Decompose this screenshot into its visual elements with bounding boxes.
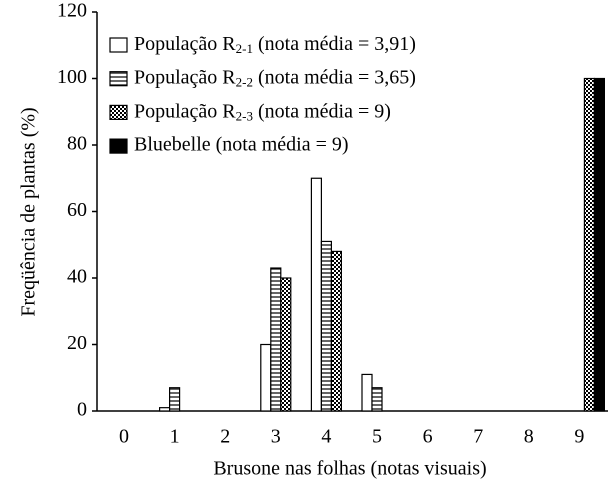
x-tick-label: 0 [119, 426, 129, 448]
bar [330, 250, 342, 412]
x-tick-label: 2 [220, 426, 230, 448]
bar [270, 267, 282, 412]
bar [593, 77, 606, 412]
bar [583, 77, 596, 412]
y-tick-label: 80 [67, 133, 87, 155]
x-tick-label: 4 [321, 426, 331, 448]
bar [371, 387, 383, 412]
x-tick-label: 6 [423, 426, 433, 448]
y-tick-label: 20 [67, 332, 87, 354]
legend-label: População R2-1 (nota média = 3,91) [134, 33, 416, 56]
y-tick-label: 120 [57, 0, 87, 22]
bar [280, 277, 292, 412]
x-tick-label: 8 [524, 426, 534, 448]
bar [310, 177, 322, 412]
legend-swatch [109, 71, 128, 87]
legend-label: Bluebelle (nota média = 9) [134, 134, 349, 156]
x-axis-label: Brusone nas folhas (notas visuais) [213, 458, 486, 480]
bar [169, 387, 181, 412]
x-tick-label: 1 [170, 426, 180, 448]
y-tick-label: 40 [67, 266, 87, 288]
x-tick-label: 5 [372, 426, 382, 448]
y-axis-label: Freqüência de plantas (%) [18, 107, 40, 316]
y-tick-label: 0 [77, 399, 87, 421]
legend-swatch [109, 104, 128, 121]
legend-label: População R2-3 (nota média = 9) [134, 100, 391, 123]
legend-swatch [109, 37, 128, 53]
y-tick-label: 60 [67, 199, 87, 221]
x-tick-label: 3 [271, 426, 281, 448]
bar [260, 343, 272, 412]
bar [361, 373, 373, 412]
bar [159, 407, 171, 412]
legend-label: População R2-2 (nota média = 3,65) [134, 66, 416, 89]
x-tick-label: 9 [574, 426, 584, 448]
x-tick-label: 7 [473, 426, 483, 448]
bar [320, 240, 332, 412]
legend-swatch [109, 138, 128, 154]
y-tick-label: 100 [57, 66, 87, 88]
